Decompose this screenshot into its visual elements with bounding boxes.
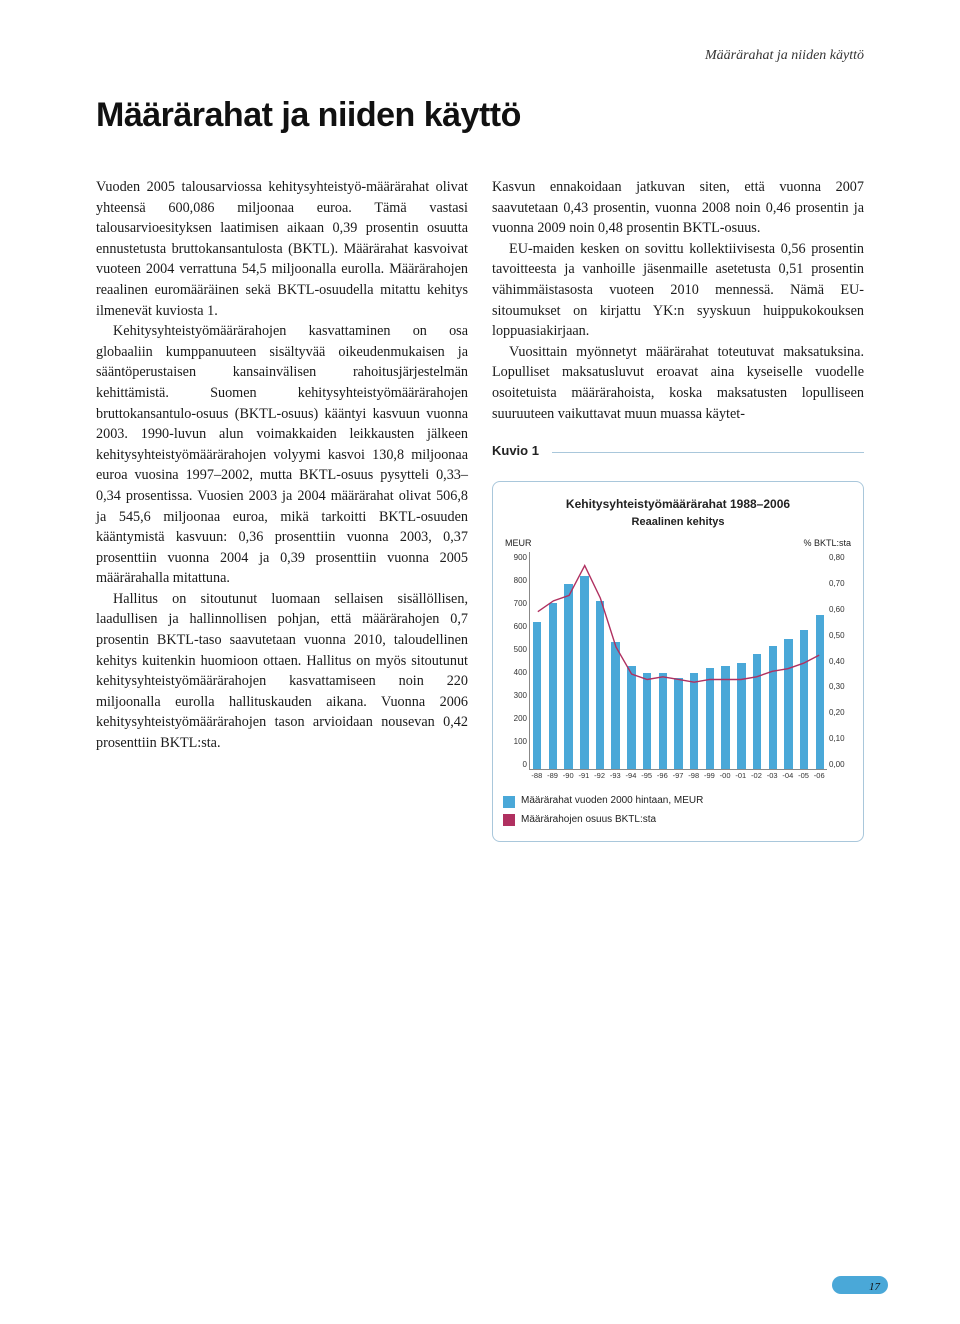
figure-label: Kuvio 1 [492,442,864,461]
y-right-tick: 0,10 [829,733,853,745]
y-left-tick: 200 [503,713,527,725]
x-tick: -01 [733,771,749,782]
page-number: 17 [869,1281,880,1293]
y-right-tick: 0,20 [829,707,853,719]
x-tick: -89 [545,771,561,782]
figure-label-text: Kuvio 1 [492,443,539,458]
legend-label: Määrärahat vuoden 2000 hintaan, MEUR [521,794,703,809]
x-tick: -99 [702,771,718,782]
y-left-tick: 0 [503,759,527,771]
y-left-tick: 800 [503,575,527,587]
x-tick: -93 [607,771,623,782]
y-left-axis-label: MEUR [505,537,532,550]
y-right-tick: 0,00 [829,759,853,771]
y-right-tick: 0,40 [829,656,853,668]
y-right-tick: 0,70 [829,578,853,590]
legend-item: Määrärahat vuoden 2000 hintaan, MEUR [503,794,853,809]
page-title: Määrärahat ja niiden käyttö [96,96,864,135]
legend-swatch [503,796,515,808]
trend-line [538,566,819,683]
x-tick: -02 [749,771,765,782]
body-paragraph: Vuoden 2005 talousarviossa kehitysyhteis… [96,177,468,321]
y-right-tick: 0,30 [829,681,853,693]
x-axis-labels: -88-89-90-91-92-93-94-95-96-97-98-99-00-… [529,771,827,782]
plot-area [529,552,827,770]
x-tick: -98 [686,771,702,782]
right-column: Kasvun ennakoidaan jatkuvan siten, että … [492,177,864,842]
y-left-tick: 600 [503,621,527,633]
x-tick: -88 [529,771,545,782]
chart-subtitle: Reaalinen kehitys [503,515,853,531]
y-left-ticks: 900 800 700 600 500 400 300 200 100 0 [503,552,527,770]
body-paragraph: Vuosittain myönnetyt määrärahat toteutuv… [492,342,864,424]
x-tick: -91 [576,771,592,782]
x-tick: -96 [655,771,671,782]
chart-title: Kehitysyhteistyömäärärahat 1988–2006 [503,496,853,513]
x-tick: -97 [670,771,686,782]
y-right-tick: 0,60 [829,604,853,616]
x-tick: -04 [780,771,796,782]
body-paragraph: Kehitysyhteistyömäärärahojen kasvattamin… [96,321,468,589]
chart-legend: Määrärahat vuoden 2000 hintaan, MEUR Määr… [503,794,853,827]
body-paragraph: Hallitus on sitoutunut luomaan sellaisen… [96,589,468,754]
x-tick: -03 [764,771,780,782]
line-series [530,552,827,769]
y-left-tick: 500 [503,644,527,656]
x-tick: -05 [796,771,812,782]
y-right-ticks: 0,80 0,70 0,60 0,50 0,40 0,30 0,20 0,10 0,00 [829,552,853,770]
x-tick: -95 [639,771,655,782]
y-right-tick: 0,80 [829,552,853,564]
legend-item: Määrärahojen osuus BKTL:sta [503,813,853,828]
y-left-tick: 300 [503,690,527,702]
text-columns: Vuoden 2005 talousarviossa kehitysyhteis… [96,177,864,842]
x-tick: -90 [560,771,576,782]
body-paragraph: Kasvun ennakoidaan jatkuvan siten, että … [492,177,864,239]
body-paragraph: EU-maiden kesken on sovittu kollektiivis… [492,239,864,342]
left-column: Vuoden 2005 talousarviossa kehitysyhteis… [96,177,468,842]
y-right-tick: 0,50 [829,630,853,642]
legend-label: Määrärahojen osuus BKTL:sta [521,813,656,828]
y-right-axis-label: % BKTL:sta [803,537,851,550]
y-left-tick: 900 [503,552,527,564]
y-left-tick: 100 [503,736,527,748]
y-left-tick: 400 [503,667,527,679]
chart-container: Kehitysyhteistyömäärärahat 1988–2006 Rea… [492,481,864,842]
legend-swatch [503,814,515,826]
x-tick: -00 [717,771,733,782]
running-head: Määrärahat ja niiden käyttö [96,48,864,64]
x-tick: -94 [623,771,639,782]
y-left-tick: 700 [503,598,527,610]
axis-top-labels: MEUR % BKTL:sta [503,537,853,550]
chart-area: 900 800 700 600 500 400 300 200 100 0 0,80 0,70 0,6… [503,552,853,782]
x-tick: -92 [592,771,608,782]
x-tick: -06 [811,771,827,782]
